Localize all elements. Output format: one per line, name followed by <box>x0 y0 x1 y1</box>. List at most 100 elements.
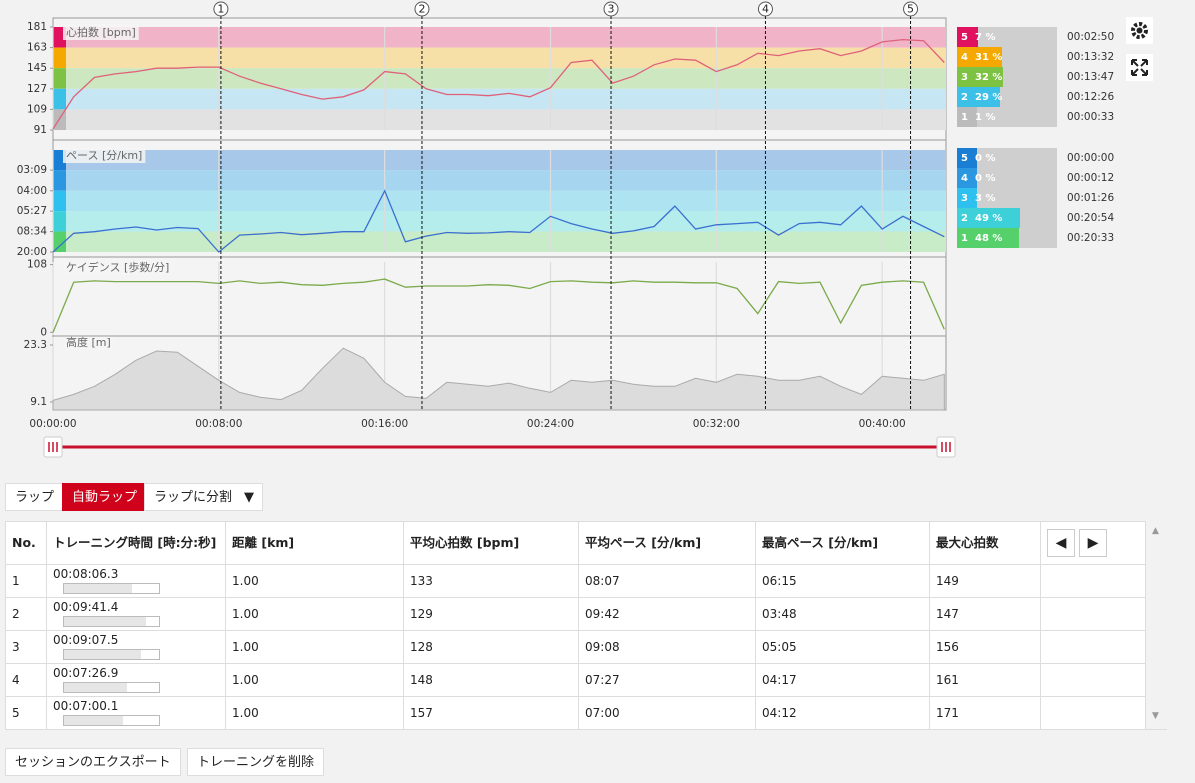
tab[interactable]: ラップ <box>5 483 65 511</box>
panel-title-bg <box>63 24 139 40</box>
zone-strip <box>53 231 66 252</box>
zone-percent: 29 % <box>975 92 1002 103</box>
zone-bar <box>957 228 1019 248</box>
x-tick-label: 00:40:00 <box>859 418 906 430</box>
zone-bar <box>957 168 977 188</box>
next[interactable]: ▶ <box>1079 529 1107 557</box>
slider-grip <box>941 442 951 452</box>
cell-text: 00:07:26.9 <box>53 666 119 680</box>
tab-active[interactable]: 自動ラップ <box>62 483 148 511</box>
lap-label: 2 <box>418 3 425 16</box>
zone-percent: 49 % <box>975 213 1002 224</box>
cell-text: 00:08:06.3 <box>53 567 119 581</box>
zone-time: 00:20:33 <box>1067 232 1114 244</box>
zone-percent: 31 % <box>975 52 1002 63</box>
zone-strip <box>53 170 66 191</box>
zone-time: 00:02:50 <box>1067 31 1114 43</box>
cell: 1.00 <box>225 597 404 631</box>
zone-strip <box>53 190 66 212</box>
line <box>52 189 945 253</box>
cell: 00:09:41.4 <box>46 597 226 631</box>
lap-row: 2 00:09:41.4 1.00 129 09:42 03:48 147 <box>5 597 1146 631</box>
cell-text: 4 <box>12 673 20 687</box>
time-bar-fill <box>64 683 127 692</box>
delete-button[interactable]: トレーニングを削除 <box>187 748 325 776</box>
lap-marker <box>213 1 229 17</box>
column-header: 平均心拍数 [bpm] <box>403 521 579 565</box>
time-bar-fill <box>64 617 146 626</box>
zone-strip <box>53 211 66 232</box>
lap-row: 5 00:07:00.1 1.00 157 07:00 04:12 171 <box>5 696 1146 730</box>
lap-row: 3 00:09:07.5 1.00 128 09:08 05:05 156 <box>5 630 1146 664</box>
lap-table: No. トレーニング時間 [時:分:秒] 距離 [km] 平均心拍数 [bpm] 平均ペ… <box>5 521 1146 730</box>
lap-label: 5 <box>907 3 914 16</box>
y-tick-label: 163 <box>27 42 47 54</box>
cell-text: 149 <box>936 574 959 588</box>
fullscreen-icon[interactable] <box>1126 54 1153 81</box>
zone-bar <box>957 208 1020 228</box>
panel-title: 心拍数 [bpm] <box>66 25 136 39</box>
y-tick-label: 91 <box>34 124 47 136</box>
cell-text: 1.00 <box>232 607 259 621</box>
cell-text: 00:09:41.4 <box>53 600 119 614</box>
icon-bg <box>1126 54 1153 81</box>
zone-bar-bg <box>957 27 1057 47</box>
line <box>52 278 945 333</box>
zone-number: 4 <box>961 173 968 184</box>
cell-text: 1.00 <box>232 640 259 654</box>
export-button[interactable]: セッションのエクスポート <box>5 748 181 776</box>
scroll-up[interactable]: ▲ <box>1152 526 1159 536</box>
cell: 09:08 <box>578 630 756 664</box>
zone-bar <box>957 148 977 168</box>
zone-percent: 32 % <box>975 72 1002 83</box>
lap-marker <box>414 1 430 17</box>
zone-time: 00:01:26 <box>1067 192 1114 204</box>
time-bar <box>63 682 160 693</box>
column-header: No. <box>5 521 47 565</box>
y-tick-label: 108 <box>27 259 47 271</box>
settings-icon[interactable] <box>1126 17 1153 44</box>
y-tick-label: 05:27 <box>17 205 47 217</box>
zone-percent: 48 % <box>975 233 1002 244</box>
y-tick-label: 20:00 <box>17 246 47 258</box>
x-tick-label: 00:00:00 <box>29 418 76 430</box>
zone-band <box>53 150 946 171</box>
arrows <box>1131 59 1148 76</box>
y-tick-label: 9.1 <box>30 396 47 408</box>
cell-text: 129 <box>410 607 433 621</box>
zone-strip <box>53 88 66 110</box>
gear-hub <box>1136 27 1143 34</box>
zone-bar <box>957 188 977 208</box>
zone-bar <box>957 27 978 47</box>
zone-bar <box>957 67 1003 87</box>
column-header: 最大心拍数 <box>929 521 1041 565</box>
cell: 161 <box>929 663 1041 697</box>
cell: 133 <box>403 564 579 598</box>
zone-number: 1 <box>961 112 968 123</box>
time-bar <box>63 616 160 627</box>
prev[interactable]: ◀ <box>1047 529 1075 557</box>
zone-number: 1 <box>961 233 968 244</box>
cell-text: 1.00 <box>232 673 259 687</box>
zone-percent: 7 % <box>975 32 995 43</box>
cell: 149 <box>929 564 1041 598</box>
zone-time: 00:00:00 <box>1067 152 1114 164</box>
cell-text: 147 <box>936 607 959 621</box>
cell <box>1040 564 1146 598</box>
column-header: 最高ペース [分/km] <box>755 521 930 565</box>
panel-title-bg <box>63 334 114 350</box>
cell-text: 156 <box>936 640 959 654</box>
tab-dropdown[interactable]: ラップに分割 ▼ <box>144 483 264 511</box>
scroll-down[interactable]: ▼ <box>1152 711 1159 721</box>
cell: 07:27 <box>578 663 756 697</box>
y-tick-label: 181 <box>27 21 47 33</box>
zone-bar-bg <box>957 188 1057 208</box>
cell: 00:08:06.3 <box>46 564 226 598</box>
cell-text: 1 <box>12 574 20 588</box>
cell-text: 06:15 <box>762 574 797 588</box>
cell: 129 <box>403 597 579 631</box>
zone-number: 3 <box>961 72 968 83</box>
x-tick-label: 00:24:00 <box>527 418 574 430</box>
zone-strip <box>53 150 66 171</box>
lap-label: 3 <box>608 3 615 16</box>
